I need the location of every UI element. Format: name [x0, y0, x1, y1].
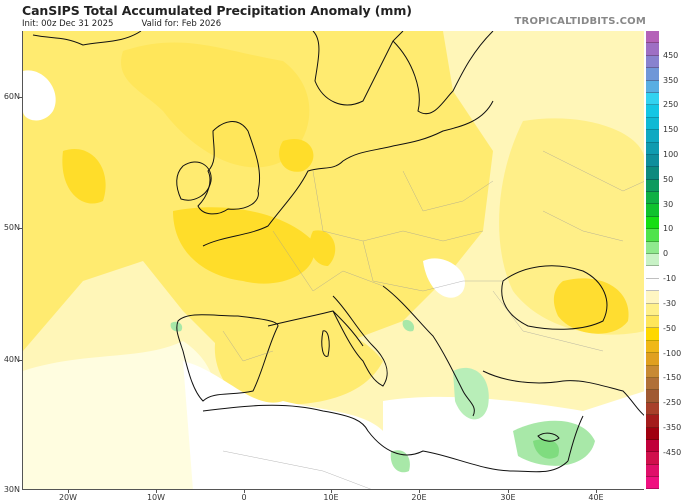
- x-label-40e: 40E: [588, 493, 604, 502]
- colorbar-segment: [646, 303, 659, 316]
- colorbar-segment: [646, 105, 659, 118]
- precipitation-anomaly-map: [22, 31, 644, 490]
- colorbar-segment: [646, 365, 659, 378]
- colorbar-segment: [646, 31, 659, 44]
- colorbar-label: 150: [663, 125, 679, 135]
- x-tick: [508, 490, 509, 493]
- map-canvas: [23, 31, 644, 489]
- colorbar-segment: [646, 241, 659, 255]
- colorbar-segment: [646, 477, 659, 490]
- colorbar-segment: [646, 204, 659, 217]
- colorbar-segment: [646, 179, 659, 193]
- x-label-10e: 10E: [323, 493, 339, 502]
- colorbar-label: 30: [663, 199, 674, 209]
- colorbar-segment: [646, 415, 659, 428]
- x-tick: [244, 490, 245, 493]
- colorbar-segment: [646, 254, 659, 267]
- colorbar-label: 50: [663, 174, 674, 184]
- map-title: CanSIPS Total Accumulated Precipitation …: [22, 3, 412, 18]
- y-label-40n: 40N: [3, 355, 20, 364]
- colorbar-segment: [646, 68, 659, 81]
- colorbar-segment: [646, 353, 659, 366]
- colorbar-label: -150: [663, 373, 682, 383]
- colorbar-segment: [646, 402, 659, 416]
- colorbar-segment: [646, 43, 659, 56]
- colorbar-label: -450: [663, 447, 682, 457]
- colorbar-label: 10: [663, 224, 674, 234]
- x-tick: [68, 490, 69, 493]
- colorbar-label: -50: [663, 323, 677, 333]
- colorbar-segment: [646, 92, 659, 106]
- colorbar-segment: [646, 192, 659, 205]
- init-time: Init: 00z Dec 31 2025: [22, 19, 114, 29]
- x-tick: [156, 490, 157, 493]
- colorbar-segment: [646, 427, 659, 440]
- colorbar-label: -100: [663, 348, 682, 358]
- y-label-30n: 30N: [3, 485, 20, 494]
- map-subtitle: Init: 00z Dec 31 2025 Valid for: Feb 2026: [22, 19, 221, 29]
- colorbar-label: -30: [663, 298, 677, 308]
- y-tick: [19, 97, 22, 98]
- colorbar-segment: [646, 452, 659, 465]
- colorbar-label: 100: [663, 150, 679, 160]
- colorbar-segment: [646, 117, 659, 131]
- brand-watermark: TROPICALTIDBITS.COM: [514, 16, 646, 27]
- colorbar-segment: [646, 216, 659, 230]
- colorbar-segment: [646, 328, 659, 341]
- colorbar-segment: [646, 266, 659, 279]
- colorbar-label: 0: [663, 249, 669, 259]
- colorbar-segment: [646, 315, 659, 329]
- colorbar: [646, 31, 659, 490]
- x-label-0: 0: [241, 493, 247, 502]
- colorbar-segment: [646, 55, 659, 69]
- y-tick: [19, 360, 22, 361]
- x-label-30e: 30E: [500, 493, 516, 502]
- x-tick: [419, 490, 420, 493]
- colorbar-segment: [646, 80, 659, 93]
- colorbar-label: 450: [663, 50, 679, 60]
- colorbar-segment: [646, 439, 659, 453]
- colorbar-segment: [646, 229, 659, 242]
- colorbar-segment: [646, 291, 659, 304]
- x-label-10w: 10W: [146, 493, 166, 502]
- colorbar-label: -250: [663, 398, 682, 408]
- y-label-50n: 50N: [3, 223, 20, 232]
- x-tick: [596, 490, 597, 493]
- valid-time: Valid for: Feb 2026: [141, 19, 222, 29]
- colorbar-label: 350: [663, 75, 679, 85]
- colorbar-segment: [646, 464, 659, 478]
- y-tick: [19, 228, 22, 229]
- y-label-60n: 60N: [3, 92, 20, 101]
- colorbar-segment: [646, 167, 659, 180]
- x-tick: [331, 490, 332, 493]
- colorbar-segment: [646, 130, 659, 143]
- colorbar-label: -350: [663, 422, 682, 432]
- colorbar-segment: [646, 154, 659, 168]
- colorbar-segment: [646, 377, 659, 391]
- colorbar-segment: [646, 278, 659, 292]
- x-label-20w: 20W: [58, 493, 78, 502]
- colorbar-segment: [646, 340, 659, 354]
- colorbar-segment: [646, 390, 659, 403]
- colorbar-segment: [646, 142, 659, 155]
- colorbar-label: -10: [663, 274, 677, 284]
- x-label-20e: 20E: [411, 493, 427, 502]
- colorbar-label: 250: [663, 100, 679, 110]
